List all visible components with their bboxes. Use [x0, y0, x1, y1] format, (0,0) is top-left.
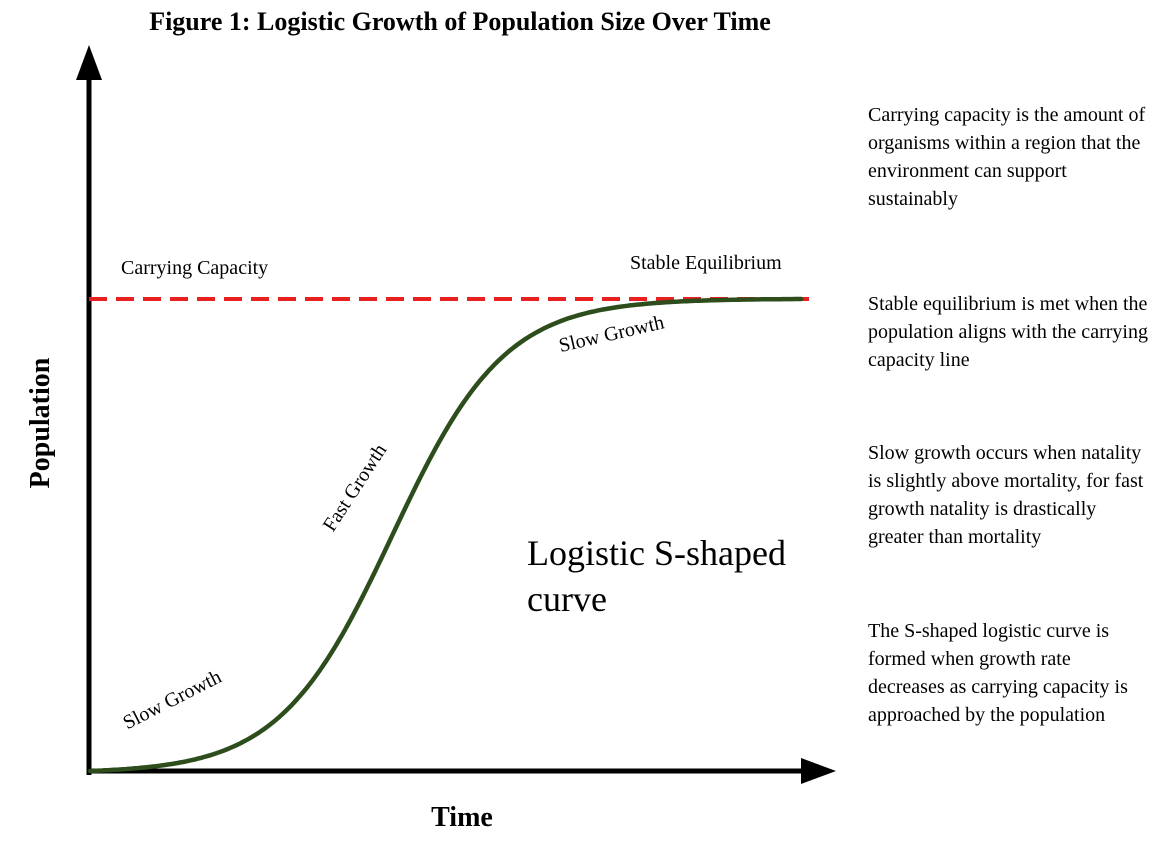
- stable-equilibrium-label: Stable Equilibrium: [630, 252, 782, 274]
- logistic-curve: [87, 296, 804, 774]
- y-axis-arrowhead-icon: [76, 45, 102, 80]
- figure-title: Figure 1: Logistic Growth of Population …: [149, 7, 771, 36]
- y-axis-label: Population: [25, 357, 56, 489]
- logistic-curve-caption: Logistic S-shaped curve: [527, 533, 786, 619]
- carrying-capacity-label: Carrying Capacity: [121, 257, 269, 279]
- note-s-shaped-curve: The S-shaped logistic curve is formed wh…: [868, 620, 1128, 726]
- x-axis-label: Time: [431, 802, 493, 833]
- note-carrying-capacity: Carrying capacity is the amount of organ…: [868, 104, 1146, 210]
- note-stable-equilibrium: Stable equilibrium is met when the popul…: [868, 293, 1148, 371]
- note-growth-rates: Slow growth occurs when natality is slig…: [868, 442, 1144, 548]
- x-axis-arrowhead-icon: [801, 758, 836, 784]
